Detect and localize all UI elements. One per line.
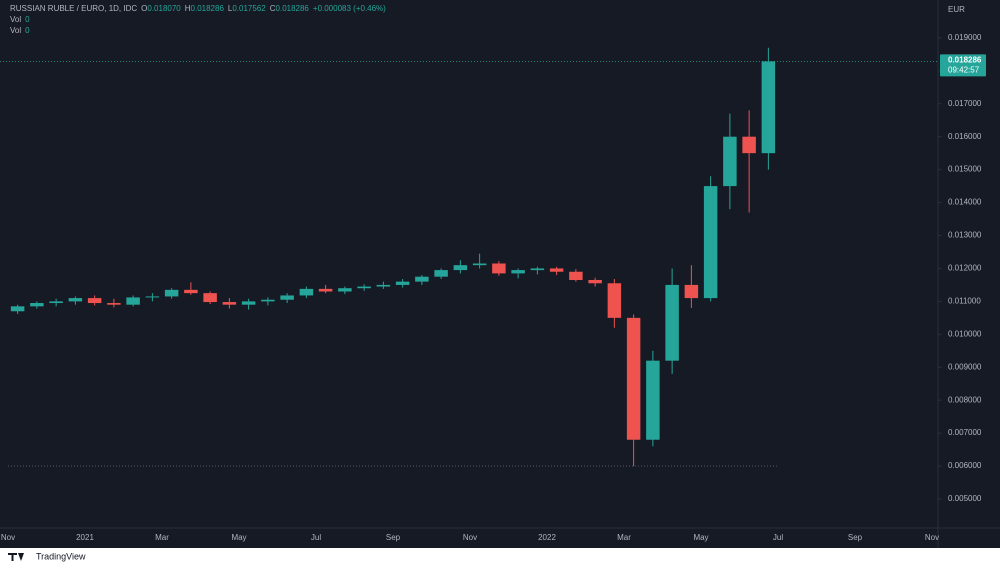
candle-body (434, 270, 448, 277)
candle-body (126, 297, 140, 305)
y-tick-label: 0.006000 (948, 461, 982, 470)
candle-body (318, 288, 333, 292)
candle-body (588, 279, 602, 284)
candle-body (723, 136, 737, 187)
indicator-name: Vol (10, 26, 21, 35)
logo (8, 553, 24, 561)
candle-body (30, 303, 44, 307)
background (0, 0, 1000, 548)
legend-header: RUSSIAN RUBLE / EURO, 1D, IDC O0.018070 H0… (10, 4, 386, 13)
candle-body (742, 136, 756, 154)
candle-body (299, 288, 314, 296)
x-tick-label: Mar (617, 533, 631, 542)
candle-body (222, 302, 237, 305)
x-tick-label: Jul (311, 533, 321, 542)
candle-body (376, 284, 391, 287)
candle-body (607, 283, 622, 318)
candle-body (703, 186, 718, 299)
candle-body (665, 284, 679, 361)
symbol: RUSSIAN RUBLE / EURO, 1D, IDC (10, 4, 137, 13)
candle-body (530, 268, 545, 271)
candle-body (280, 295, 294, 300)
ohlc-key: C (270, 4, 276, 13)
x-tick-label: Nov (463, 533, 477, 542)
candle-body (338, 288, 352, 292)
candle-body (49, 301, 63, 304)
y-tick-label: 0.009000 (948, 362, 982, 371)
candle-body (569, 271, 583, 280)
x-tick-label: May (231, 533, 246, 542)
ohlc-value: 0.018070 (147, 4, 181, 13)
indicator-name: Vol (10, 15, 21, 24)
y-tick-label: 0.005000 (948, 494, 982, 503)
candle-body (453, 265, 468, 271)
ohlc-key: H (185, 4, 191, 13)
candle-body (511, 270, 525, 274)
candle-body (87, 298, 102, 304)
x-tick-label: Sep (386, 533, 401, 542)
candle-body (184, 289, 198, 294)
x-tick-label: May (693, 533, 708, 542)
candle-body (626, 317, 641, 440)
candle-body (10, 306, 25, 312)
x-tick-label: 2022 (538, 533, 556, 542)
indicator-value: 0 (25, 15, 30, 24)
candle-body (107, 303, 121, 305)
last-price-label: 0.018286 (948, 56, 982, 65)
candle-body (684, 284, 699, 299)
indicator: Vol 0 (10, 26, 30, 35)
y-tick-label: 0.017000 (948, 99, 982, 108)
candle-body (145, 296, 160, 298)
y-tick-label: 0.014000 (948, 198, 982, 207)
candle-body (472, 263, 487, 266)
y-tick-label: 0.016000 (948, 132, 982, 141)
candle-body (492, 263, 506, 274)
candle-body (68, 298, 83, 302)
x-tick-label: Jul (773, 533, 783, 542)
x-tick-label: 2021 (76, 533, 94, 542)
axis-unit: EUR (948, 5, 965, 14)
x-tick-label: Nov (925, 533, 939, 542)
y-tick-label: 0.010000 (948, 329, 982, 338)
x-tick-label: Mar (155, 533, 169, 542)
ohlc-value: 0.018286 (276, 4, 310, 13)
y-tick-label: 0.015000 (948, 165, 982, 174)
candle-body (646, 360, 660, 440)
indicator: Vol 0 (10, 15, 30, 24)
candle-body (261, 299, 275, 302)
indicator-value: 0 (25, 26, 30, 35)
last-price-box (940, 54, 986, 77)
y-tick-label: 0.011000 (948, 296, 981, 305)
y-tick-label: 0.013000 (948, 231, 982, 240)
candle-body (761, 61, 776, 154)
candle-body (203, 293, 217, 303)
ohlc-value: 0.017562 (232, 4, 266, 13)
candle-body (549, 268, 564, 272)
ohlc-key: O (141, 4, 147, 13)
candle-body (164, 289, 179, 297)
ohlc-key: L (228, 4, 233, 13)
x-tick-label: Sep (848, 533, 863, 542)
y-tick-label: 0.007000 (948, 428, 982, 437)
candle-body (395, 281, 410, 285)
y-tick-label: 0.012000 (948, 264, 982, 273)
y-tick-label: 0.008000 (948, 395, 982, 404)
x-tick-label: Nov (1, 533, 15, 542)
candle-body (357, 286, 371, 289)
y-tick-label: 0.019000 (948, 33, 982, 42)
change: +0.000083 (+0.46%) (313, 4, 386, 13)
candle-body (241, 301, 256, 305)
countdown: 09:42:57 (948, 66, 980, 75)
footer: TradingView (36, 551, 86, 561)
candle-body (415, 276, 429, 282)
ohlc-value: 0.018286 (191, 4, 225, 13)
